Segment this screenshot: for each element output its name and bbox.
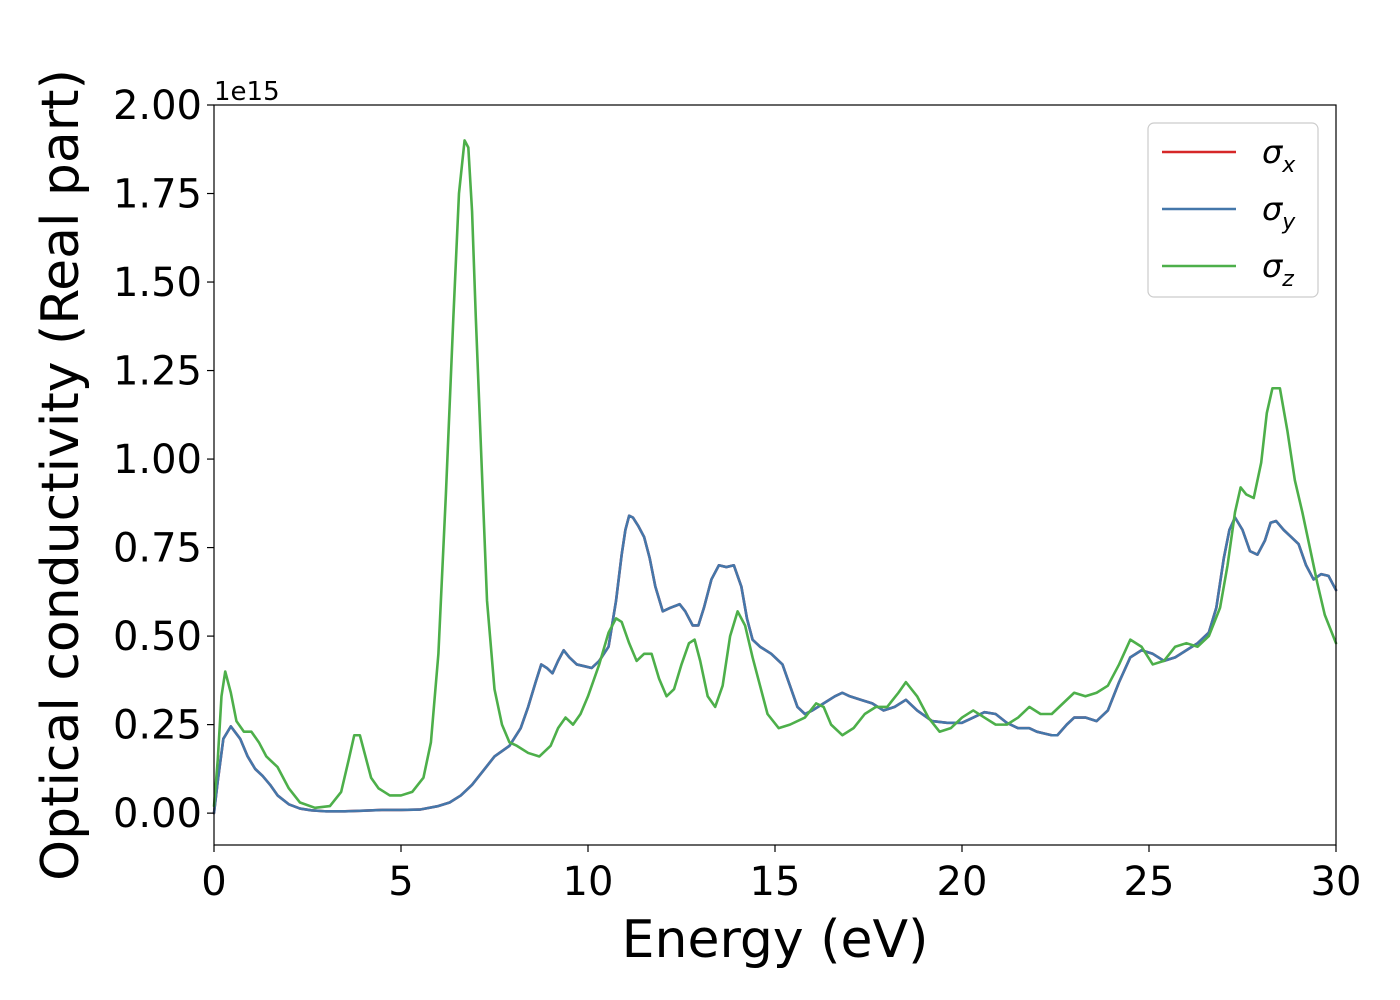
legend: σx σy σz — [1147, 122, 1319, 298]
series-line-y — [212, 514, 1338, 815]
series-lines — [212, 139, 1338, 815]
y-tick-label: 2.00 — [113, 83, 202, 129]
series-line-z — [212, 139, 1338, 810]
y-tick-label: 1.75 — [113, 172, 202, 218]
x-tick-label: 20 — [937, 859, 988, 905]
y-axis-label: Optical conductivity (Real part) — [31, 69, 91, 881]
x-axis: 0 5 10 15 20 25 30 — [201, 845, 1361, 905]
y-tick-label: 0.50 — [113, 614, 202, 660]
legend-label-y: σy — [1262, 190, 1296, 235]
x-tick-label: 5 — [388, 859, 413, 905]
y-tick-label: 1.50 — [113, 260, 202, 306]
y-tick-label: 1.00 — [113, 437, 202, 483]
x-tick-label: 0 — [201, 859, 226, 905]
legend-label-x: σx — [1262, 133, 1296, 178]
y-tick-label: 0.25 — [113, 703, 202, 749]
x-tick-label: 10 — [563, 859, 614, 905]
legend-items: σx σy σz — [1162, 133, 1296, 292]
y-tick-label: 0.00 — [113, 791, 202, 837]
y-tick-label: 0.75 — [113, 526, 202, 572]
x-axis-label: Energy (eV) — [622, 910, 929, 970]
y-tick-label: 1.25 — [113, 349, 202, 395]
y-axis: 0.00 0.25 0.50 0.75 1.00 1.25 1.50 1.75 2.00 — [113, 83, 214, 837]
y-offset-text: 1e15 — [214, 77, 280, 107]
x-tick-label: 30 — [1311, 859, 1362, 905]
x-tick-label: 25 — [1124, 859, 1175, 905]
x-tick-label: 15 — [750, 859, 801, 905]
legend-label-z: σz — [1262, 247, 1294, 292]
